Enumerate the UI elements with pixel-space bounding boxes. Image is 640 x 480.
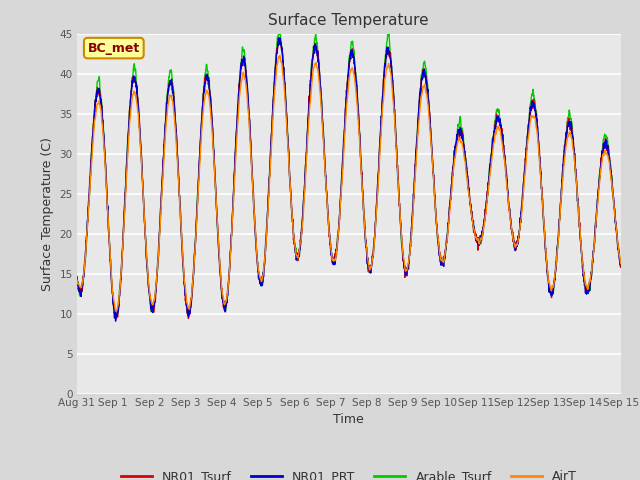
NR01_Tsurf [365, 264, 372, 270]
Arable_Tsurf [584, 287, 592, 292]
AirT [225, 277, 232, 283]
NR01_Tsurf [225, 274, 232, 280]
Arable_Tsurf [377, 124, 385, 130]
X-axis label: Time: Time [333, 413, 364, 426]
AirT [365, 262, 372, 268]
Y-axis label: Surface Temperature (C): Surface Temperature (C) [41, 137, 54, 290]
Arable_Tsurf [112, 314, 120, 320]
NR01_Tsurf [570, 139, 577, 145]
NR01_Tsurf [377, 130, 385, 135]
AirT [276, 53, 284, 59]
Arable_Tsurf [73, 277, 81, 283]
NR01_PRT [73, 274, 81, 279]
AirT [617, 261, 625, 267]
NR01_Tsurf [113, 316, 120, 322]
Line: AirT: AirT [77, 56, 621, 311]
NR01_PRT [365, 266, 372, 272]
NR01_PRT [225, 276, 232, 282]
AirT [112, 308, 120, 314]
AirT [508, 223, 515, 228]
Arable_Tsurf [617, 261, 625, 266]
NR01_PRT [112, 318, 120, 324]
NR01_PRT [617, 260, 625, 266]
NR01_PRT [377, 126, 385, 132]
NR01_PRT [275, 35, 282, 41]
NR01_Tsurf [276, 35, 284, 40]
NR01_Tsurf [508, 226, 515, 232]
Arable_Tsurf [275, 21, 283, 27]
Arable_Tsurf [365, 267, 372, 273]
Line: Arable_Tsurf: Arable_Tsurf [77, 24, 621, 317]
Line: NR01_PRT: NR01_PRT [77, 38, 621, 321]
NR01_Tsurf [584, 290, 592, 296]
Arable_Tsurf [225, 276, 232, 282]
Text: BC_met: BC_met [88, 42, 140, 55]
AirT [570, 147, 577, 153]
NR01_Tsurf [617, 263, 625, 269]
Line: NR01_Tsurf: NR01_Tsurf [77, 37, 621, 319]
AirT [73, 277, 81, 283]
Arable_Tsurf [508, 224, 515, 229]
NR01_PRT [508, 220, 515, 226]
AirT [584, 285, 592, 290]
Arable_Tsurf [570, 138, 577, 144]
NR01_PRT [570, 135, 577, 141]
AirT [377, 138, 385, 144]
NR01_PRT [584, 290, 592, 296]
Legend: NR01_Tsurf, NR01_PRT, Arable_Tsurf, AirT: NR01_Tsurf, NR01_PRT, Arable_Tsurf, AirT [116, 465, 582, 480]
NR01_Tsurf [73, 277, 81, 283]
Title: Surface Temperature: Surface Temperature [269, 13, 429, 28]
